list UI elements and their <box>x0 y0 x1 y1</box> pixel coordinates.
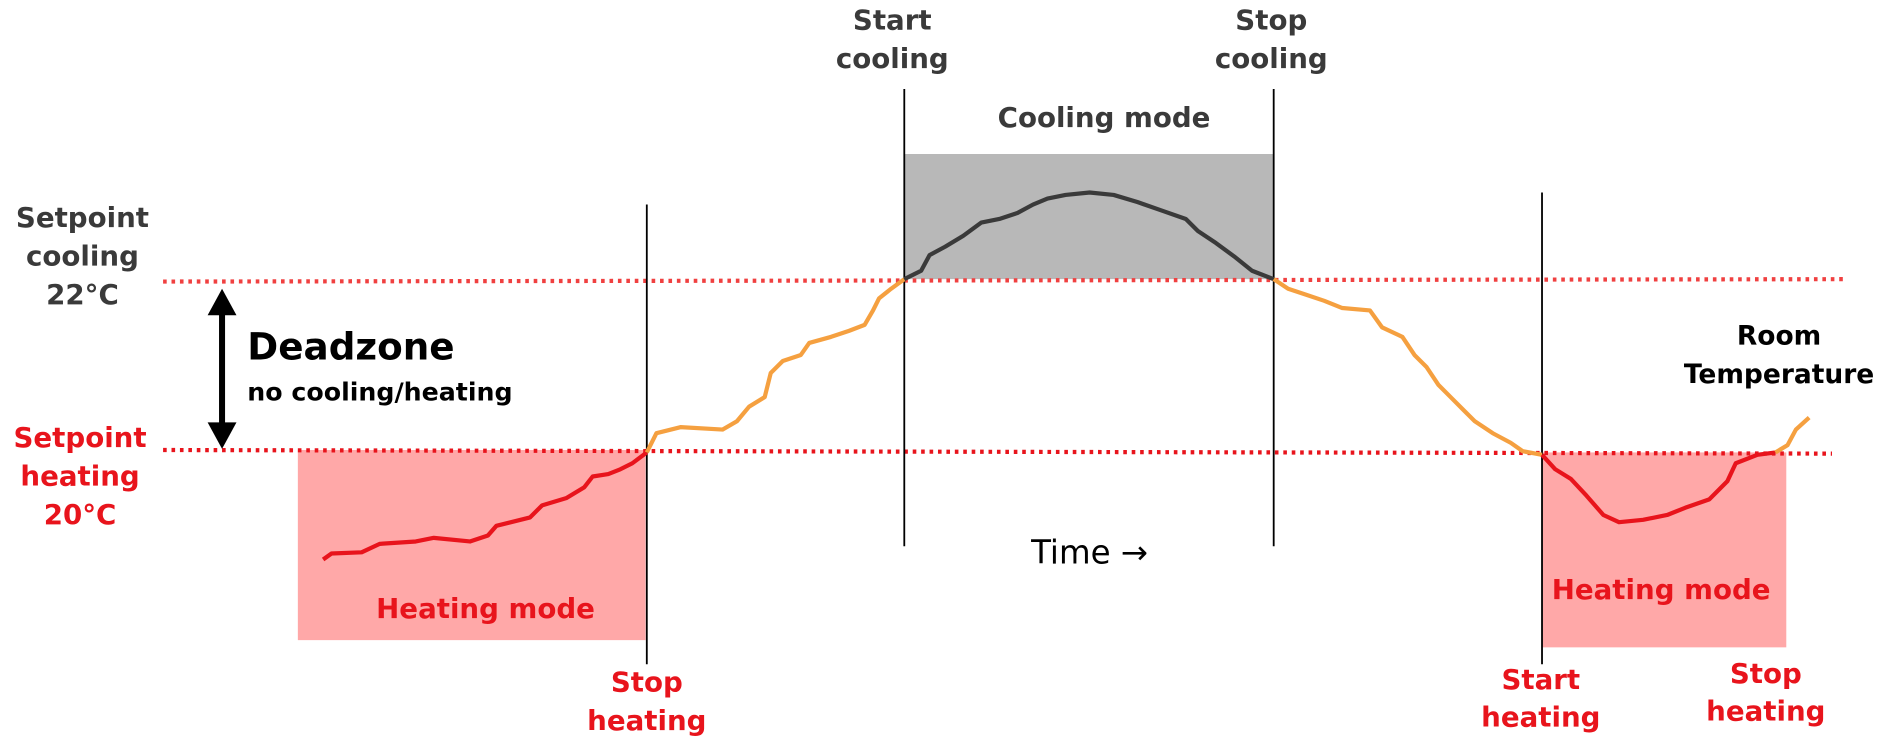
cooling-zone <box>904 154 1274 280</box>
label: Stop <box>611 665 683 698</box>
label: Room <box>1737 320 1821 351</box>
label: 20°C <box>44 498 117 531</box>
label: Setpoint <box>16 201 149 234</box>
label: heating <box>1706 694 1825 727</box>
heating-zone <box>1542 452 1787 648</box>
label: heating <box>20 460 139 493</box>
event-lines <box>645 89 1543 665</box>
label: cooling <box>26 239 139 272</box>
label: Stop <box>1235 4 1307 37</box>
label: heating <box>1481 700 1600 733</box>
label: Temperature <box>1684 359 1874 390</box>
label: cooling <box>836 42 949 75</box>
label: Setpoint <box>14 421 147 454</box>
setpoint-heating-line <box>163 447 1833 456</box>
label: Start <box>1501 663 1580 696</box>
label: no cooling/heating <box>247 377 512 406</box>
setpoint-cooling-line <box>163 277 1848 284</box>
label: Cooling mode <box>998 101 1211 134</box>
room-temperature-curve <box>321 190 1811 562</box>
label: Heating mode <box>1552 573 1771 606</box>
label: Time → <box>1030 534 1148 572</box>
deadzone-arrow <box>207 288 237 449</box>
label: Stop <box>1730 657 1802 690</box>
label: cooling <box>1215 42 1328 75</box>
label: Heating mode <box>376 592 595 625</box>
label: Deadzone <box>247 324 454 368</box>
labels: Start cooling Stop cooling Cooling mode … <box>14 4 1875 737</box>
label: heating <box>587 704 706 737</box>
label: 22°C <box>46 278 119 311</box>
label: Start <box>853 4 932 37</box>
